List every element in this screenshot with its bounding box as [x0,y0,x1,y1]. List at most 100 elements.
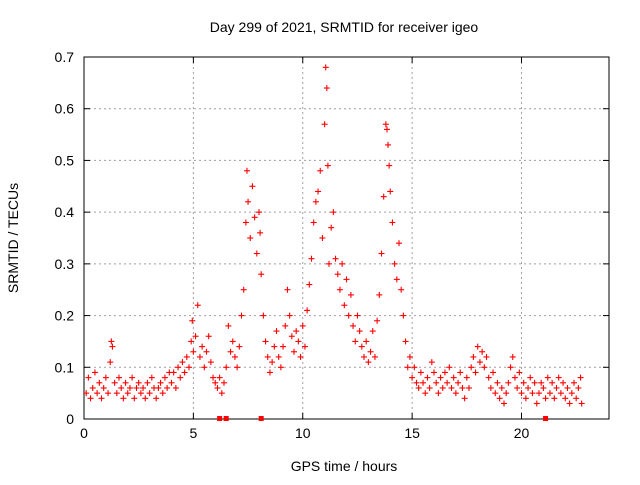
data-point [386,162,393,169]
data-point [275,353,282,360]
data-point [94,390,101,397]
data-point [236,343,243,350]
data-point [490,369,497,376]
data-point [573,395,580,402]
data-point [387,188,394,195]
y-tick-label: 0 [66,411,74,427]
data-point [194,302,201,309]
data-point [503,390,510,397]
data-point [542,395,549,402]
data-point [109,343,116,350]
data-point [225,322,232,329]
data-point [317,167,324,174]
baseline-marker [543,416,549,421]
data-point [91,369,98,376]
data-point [398,286,405,293]
data-point [459,384,466,391]
data-point [457,369,464,376]
data-point [568,390,575,397]
data-point [282,322,289,329]
data-point [190,348,197,355]
data-point [135,379,142,386]
data-point [409,374,416,381]
data-point [400,312,407,319]
data-point [299,322,306,329]
data-point [557,390,564,397]
data-point [100,384,107,391]
data-point [251,214,258,221]
data-point [297,353,304,360]
data-point [540,384,547,391]
data-point [256,209,262,216]
data-point [148,374,155,381]
data-point [186,364,192,371]
data-point [269,359,276,366]
data-point [155,384,162,391]
data-point [159,390,166,397]
data-point [214,384,221,391]
data-point [455,379,462,386]
data-point [476,359,483,366]
data-point [352,338,359,345]
data-point [571,379,577,386]
data-point [424,374,431,381]
x-tick-label: 20 [514,425,530,441]
data-point [277,364,284,371]
data-point [201,364,208,371]
data-point [260,312,267,319]
data-point [113,390,120,397]
data-point [157,379,164,386]
data-point [389,219,396,226]
data-point [116,374,122,381]
data-point [172,384,179,391]
y-tick-label: 0.3 [55,256,75,272]
data-point [435,390,442,397]
data-point [402,338,409,345]
data-point [87,395,94,402]
data-point [249,183,256,190]
data-point [326,260,332,267]
data-point [122,379,129,386]
data-point [207,359,214,366]
data-point [553,384,560,391]
data-point [321,121,328,128]
data-point [234,364,241,371]
data-point [133,384,140,391]
data-point [179,359,186,366]
data-point [536,390,542,397]
data-point [181,369,188,376]
data-point [231,353,238,360]
data-point [153,395,160,402]
plot-frame [83,56,610,420]
data-point [376,291,383,298]
data-point [223,364,230,371]
data-point [527,374,534,381]
y-tick-label: 0.4 [55,204,75,220]
baseline-marker [217,416,223,421]
data-point [461,395,468,402]
data-point [164,384,171,391]
data-point [433,379,440,386]
data-point [361,353,367,360]
data-point [468,364,475,371]
data-point [446,364,453,371]
data-point [271,343,278,350]
data-point [308,255,315,262]
data-point [350,322,357,329]
data-point [343,276,350,283]
data-point [108,338,115,345]
data-point [196,353,203,360]
data-point [413,379,420,386]
data-point [266,369,273,376]
data-point [85,374,92,381]
y-tick-label: 0.7 [55,49,75,65]
data-point [514,384,521,391]
data-point [306,281,313,288]
baseline-marker [223,416,229,421]
data-point [142,395,149,402]
data-point [483,353,490,360]
data-point [437,374,444,381]
data-point [273,328,280,335]
data-point [118,384,125,391]
data-point [253,250,260,257]
